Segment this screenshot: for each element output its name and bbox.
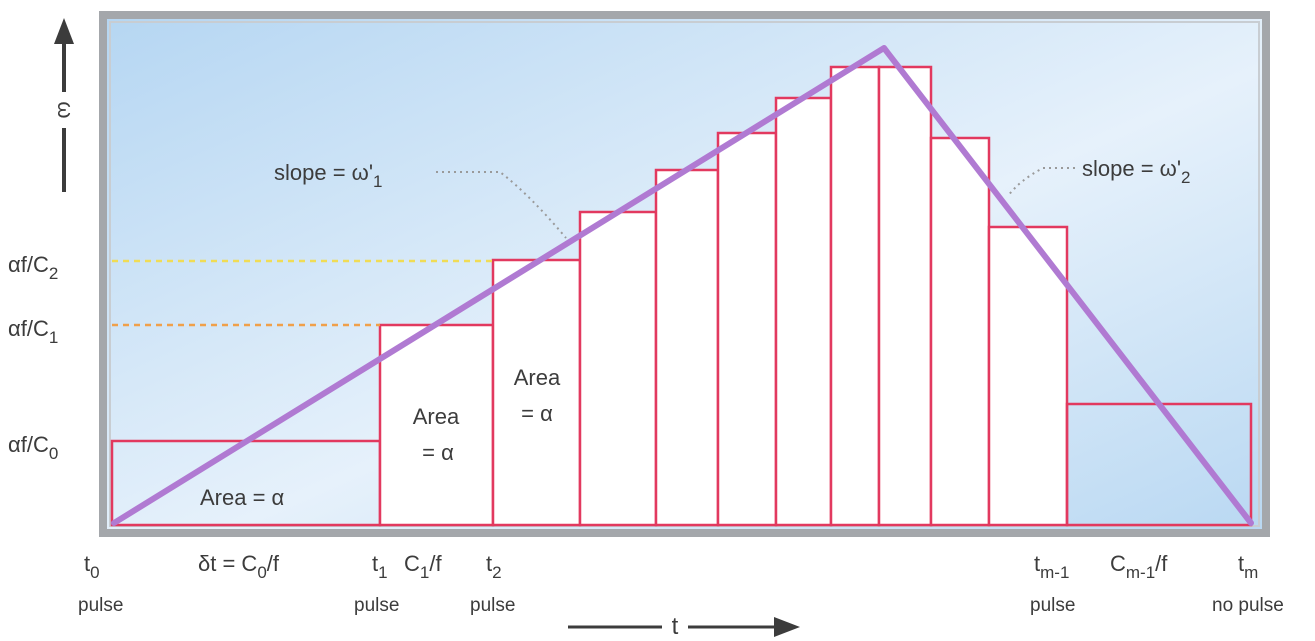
bar-10 (987, 225, 1069, 527)
svg-text:tm-1: tm-1 (1034, 551, 1069, 582)
bar-1 (378, 323, 495, 527)
bar-7 (829, 65, 881, 527)
svg-text:αf/C1: αf/C1 (8, 316, 58, 347)
bar-2 (491, 258, 582, 527)
svg-text:pulse: pulse (354, 595, 399, 616)
velocity-profile-line (111, 45, 1254, 526)
bar-5 (716, 131, 778, 527)
x-label-dt: δt = C0/f (198, 551, 280, 582)
x-label-cm: Cm-1/f (1110, 551, 1168, 582)
y-label-c1: αf/C1 (8, 316, 58, 347)
x-label-t1: t1 pulse (354, 551, 399, 616)
area-label-bar2-word: Area (514, 365, 561, 390)
x-label-c1f: C1/f (404, 551, 442, 582)
svg-text:pulse: pulse (78, 595, 123, 616)
bar-8 (877, 65, 933, 527)
svg-text:t1: t1 (372, 551, 388, 582)
y-label-c2: αf/C2 (8, 252, 58, 283)
pulse-bars (110, 65, 1253, 527)
area-label-bar1-word: Area (413, 404, 460, 429)
svg-text:pulse: pulse (1030, 595, 1075, 616)
x-label-t2: t2 pulse (470, 551, 515, 616)
time-axis-arrow: t (568, 613, 800, 640)
svg-text:t0: t0 (84, 551, 100, 582)
time-axis-label: t (672, 613, 679, 640)
svg-text:αf/C2: αf/C2 (8, 252, 58, 283)
area-label-bottom: Area = α (200, 485, 285, 510)
svg-text:δt = C0/f: δt = C0/f (198, 551, 280, 582)
svg-text:no pulse: no pulse (1212, 595, 1284, 616)
svg-text:Cm-1/f: Cm-1/f (1110, 551, 1168, 582)
omega-axis-arrow: ω (53, 18, 78, 192)
x-label-t0: t0 pulse (78, 551, 123, 616)
x-label-tm1: tm-1 pulse (1030, 551, 1075, 616)
bar-9 (929, 136, 991, 527)
svg-text:pulse: pulse (470, 595, 515, 616)
slope1-leader (436, 171, 567, 239)
bar-4 (654, 168, 720, 527)
bar-3 (578, 210, 658, 527)
slope2-leader (1007, 167, 1075, 197)
slope2-label: slope = ω'2 (1082, 156, 1191, 187)
slope1-label: slope = ω'1 (274, 160, 383, 191)
area-label-bar1-value: = α (422, 440, 454, 465)
svg-text:t2: t2 (486, 551, 502, 582)
area-label-bar2-value: = α (521, 401, 553, 426)
omega-axis-label: ω (53, 101, 78, 118)
svg-text:αf/C0: αf/C0 (8, 432, 58, 463)
y-label-c0: αf/C0 (8, 432, 58, 463)
svg-text:C1/f: C1/f (404, 551, 442, 582)
bar-6 (774, 96, 833, 527)
x-label-tm: tm no pulse (1212, 551, 1284, 616)
svg-text:tm: tm (1238, 551, 1258, 582)
